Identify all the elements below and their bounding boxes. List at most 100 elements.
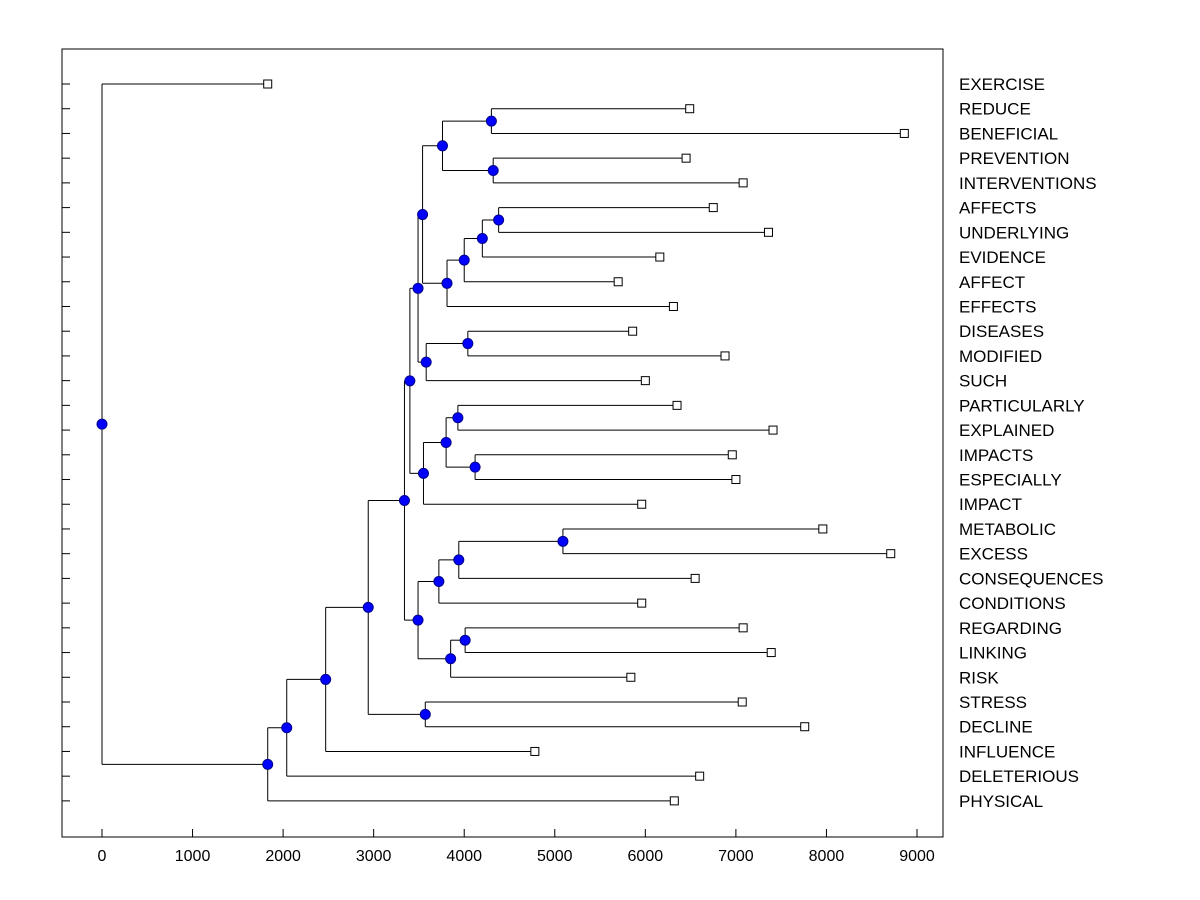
- leaf-marker: [637, 499, 647, 509]
- leaf-marker: [669, 796, 679, 806]
- leaf-label: EXERCISE: [959, 75, 1045, 94]
- plot-frame: [61, 48, 944, 838]
- leaf-marker: [708, 203, 718, 213]
- merge-node: [281, 722, 293, 734]
- leaf-label: AFFECTS: [959, 199, 1036, 218]
- leaf-label: ESPECIALLY: [959, 471, 1062, 490]
- merge-node: [452, 412, 464, 424]
- leaf-marker: [720, 351, 730, 361]
- leaf-label: STRESS: [959, 693, 1027, 712]
- leaf-marker: [628, 326, 638, 336]
- leaf-marker: [263, 79, 273, 89]
- merge-node: [440, 436, 452, 448]
- merge-node: [441, 277, 453, 289]
- leaf-label: PARTICULARLY: [959, 396, 1085, 415]
- merge-node: [398, 494, 410, 506]
- leaf-labels: EXERCISE REDUCE BENEFICIAL PREVENTION INTERV…: [959, 75, 1104, 811]
- leaf-marker: [727, 450, 737, 460]
- leaf-label: PHYSICAL: [959, 792, 1043, 811]
- merge-node: [412, 614, 424, 626]
- merge-node: [453, 554, 465, 566]
- leaf-label: DECLINE: [959, 718, 1033, 737]
- leaf-marker: [672, 400, 682, 410]
- merge-node: [417, 209, 429, 221]
- leaf-marker: [613, 277, 623, 287]
- leaf-label: RISK: [959, 668, 999, 687]
- leaf-marker: [818, 524, 828, 534]
- leaf-marker: [626, 672, 636, 682]
- leaf-marker: [899, 128, 909, 138]
- merge-node: [412, 282, 424, 294]
- leaf-label: EVIDENCE: [959, 248, 1046, 267]
- leaf-label: CONDITIONS: [959, 594, 1066, 613]
- merge-node: [404, 375, 416, 387]
- merge-node: [462, 338, 474, 350]
- merge-node: [476, 233, 488, 244]
- axis-ticks: 0 1000 2000 3000 4000 5000 6000 7000 8000 9000: [62, 83, 935, 865]
- leaf-label: AFFECT: [959, 273, 1025, 292]
- merge-node: [420, 356, 432, 368]
- leaf-label: MODIFIED: [959, 347, 1042, 366]
- merge-node: [436, 140, 448, 152]
- merge-node: [445, 653, 457, 665]
- x-tick-label: 6000: [628, 848, 664, 865]
- leaf-label: INFLUENCE: [959, 742, 1055, 761]
- leaf-marker: [681, 153, 691, 163]
- x-tick-label: 0: [98, 848, 107, 865]
- leaf-marker: [690, 573, 700, 583]
- branch-lines: [101, 83, 905, 802]
- leaf-label: IMPACT: [959, 495, 1022, 514]
- leaf-label: BENEFICIAL: [959, 124, 1058, 143]
- leaf-marker: [640, 376, 650, 386]
- x-tick-label: 3000: [356, 848, 392, 865]
- merge-node: [96, 418, 108, 430]
- leaf-marker: [738, 623, 748, 633]
- leaf-label: EXPLAINED: [959, 421, 1054, 440]
- x-tick-label: 7000: [718, 848, 754, 865]
- leaf-marker: [738, 178, 748, 188]
- leaf-label: PREVENTION: [959, 149, 1070, 168]
- merge-node: [419, 708, 431, 720]
- merge-nodes: [96, 115, 569, 770]
- leaf-marker: [655, 252, 665, 262]
- leaf-marker: [530, 746, 540, 756]
- merge-node: [320, 673, 332, 685]
- leaf-label: REGARDING: [959, 619, 1062, 638]
- leaf-label: LINKING: [959, 644, 1027, 663]
- leaf-label: DELETERIOUS: [959, 767, 1079, 786]
- leaf-label: IMPACTS: [959, 446, 1033, 465]
- leaf-marker: [695, 771, 705, 781]
- leaf-label: DISEASES: [959, 322, 1044, 341]
- merge-node: [493, 214, 505, 226]
- leaf-markers: [263, 79, 909, 806]
- leaf-marker: [768, 425, 778, 435]
- merge-node: [485, 115, 497, 127]
- merge-node: [417, 467, 429, 479]
- merge-node: [459, 634, 471, 646]
- x-tick-label: 2000: [265, 848, 301, 865]
- x-tick-label: 9000: [899, 848, 935, 865]
- x-tick-label: 4000: [446, 848, 482, 865]
- merge-node: [262, 758, 274, 770]
- leaf-label: METABOLIC: [959, 520, 1056, 539]
- leaf-marker: [637, 598, 647, 608]
- merge-node: [362, 601, 374, 613]
- leaf-label: INTERVENTIONS: [959, 174, 1097, 193]
- leaf-label: EXCESS: [959, 545, 1028, 564]
- merge-node: [433, 575, 445, 587]
- leaf-marker: [737, 697, 747, 707]
- x-tick-label: 8000: [809, 848, 845, 865]
- merge-node: [487, 165, 499, 177]
- leaf-label: CONSEQUENCES: [959, 569, 1104, 588]
- merge-node: [458, 254, 470, 266]
- merge-node: [557, 535, 569, 547]
- leaf-label: REDUCE: [959, 100, 1031, 119]
- x-tick-label: 5000: [537, 848, 573, 865]
- leaf-marker: [766, 648, 776, 658]
- leaf-label: UNDERLYING: [959, 223, 1069, 242]
- leaf-marker: [886, 549, 896, 559]
- leaf-label: SUCH: [959, 372, 1007, 391]
- leaf-marker: [800, 722, 810, 732]
- leaf-marker: [668, 301, 678, 311]
